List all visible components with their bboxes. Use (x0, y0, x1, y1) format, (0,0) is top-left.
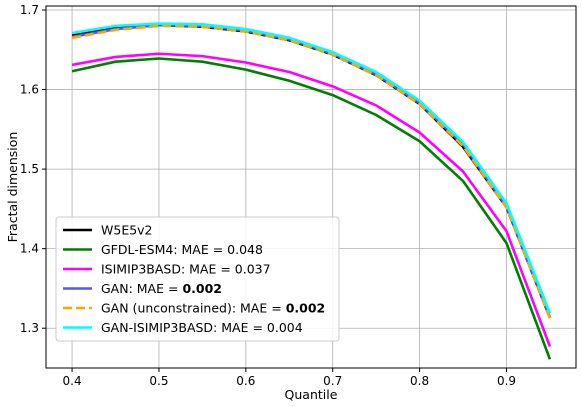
x-tick-label: 0.6 (236, 374, 255, 388)
legend-label: GAN: MAE = 0.002 (101, 281, 222, 296)
y-axis-ticks: 1.3 1.4 1.5 1.6 1.7 (20, 3, 46, 335)
y-tick-label: 1.3 (20, 321, 39, 335)
x-axis-label: Quantile (285, 387, 338, 402)
x-tick-label: 0.7 (323, 374, 342, 388)
y-tick-label: 1.5 (20, 162, 39, 176)
x-tick-label: 0.9 (497, 374, 516, 388)
legend-label: GAN (unconstrained): MAE = 0.002 (101, 301, 325, 316)
legend: W5E5v2 GFDL-ESM4: MAE = 0.048 ISIMIP3BASD:… (55, 216, 340, 342)
series-line-gan-isimip3basd (71, 22, 552, 314)
legend-label: W5E5v2 (101, 223, 153, 238)
series-line-isimip3basd (71, 52, 552, 347)
x-axis-ticks: 0.4 0.5 0.6 0.7 0.8 0.9 (63, 368, 516, 388)
legend-label-text: GAN: MAE = (101, 281, 182, 296)
y-axis-label: Fractal dimension (5, 132, 20, 243)
legend-label-text: W5E5v2 (101, 223, 153, 238)
y-tick-label: 1.4 (20, 242, 39, 256)
legend-box (55, 216, 340, 342)
legend-label: GFDL-ESM4: MAE = 0.048 (101, 242, 263, 257)
plot-frame (45, 5, 577, 369)
legend-label: ISIMIP3BASD: MAE = 0.037 (101, 262, 271, 277)
series-line-gfdl-esm4 (71, 57, 552, 360)
legend-label-text: GAN (unconstrained): MAE = (101, 301, 286, 316)
legend-mae-value: 0.004 (267, 320, 303, 335)
legend-label-text: GAN-ISIMIP3BASD: MAE = (101, 320, 267, 335)
legend-mae-value: 0.048 (227, 242, 263, 257)
legend-mae-value: 0.002 (286, 301, 326, 316)
x-tick-label: 0.8 (410, 374, 429, 388)
legend-mae-value: 0.037 (235, 262, 271, 277)
legend-label-text: GFDL-ESM4: MAE = (101, 242, 227, 257)
x-tick-label: 0.4 (63, 374, 82, 388)
series-lines (71, 22, 552, 360)
legend-label: GAN-ISIMIP3BASD: MAE = 0.004 (101, 320, 303, 335)
legend-label-text: ISIMIP3BASD: MAE = (101, 262, 235, 277)
y-tick-label: 1.6 (20, 83, 39, 97)
x-tick-label: 0.5 (149, 374, 168, 388)
legend-mae-value: 0.002 (182, 281, 222, 296)
series-line-gan-unconstrained (71, 24, 552, 319)
y-tick-label: 1.7 (20, 3, 39, 17)
